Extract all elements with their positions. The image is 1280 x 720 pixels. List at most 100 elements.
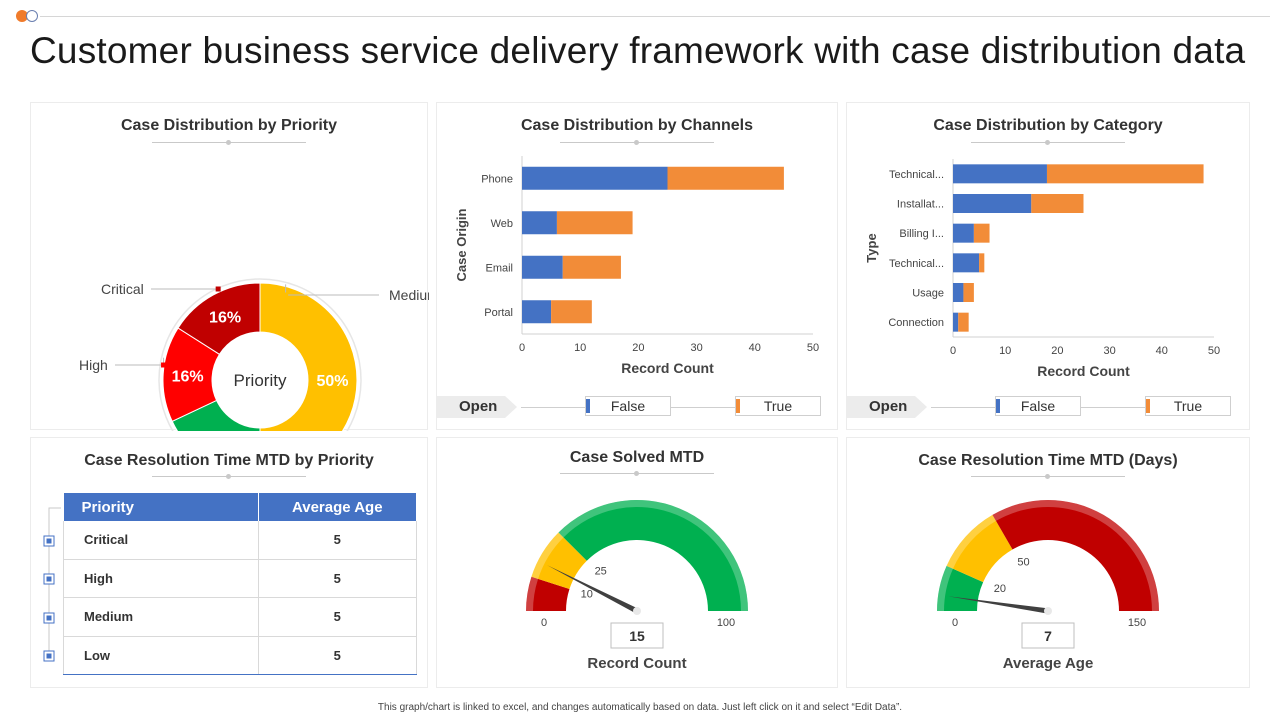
panel-title: Case Resolution Time MTD by Priority [84,452,374,469]
gauge-band-highlight [992,500,1159,611]
gauge-value-box [610,622,664,649]
priority-table: Priority Average Age Critical 5 High 5 Med… [63,493,417,675]
gauge-band-label: 50 [1017,557,1029,569]
open-tag: Open [847,396,927,418]
table-connector [43,507,61,662]
gauge-band-label: 25 [595,566,607,578]
bar-true [973,223,990,243]
orange-dot-icon [16,10,28,22]
category-label: Billing I... [899,228,944,240]
panel-title: Case Solved MTD [569,449,705,466]
bar-false [522,211,557,235]
gauge-max-label: 100 [717,617,735,629]
gauge-band-highlight [946,514,996,569]
title-divider [560,140,714,145]
bar-true [1031,194,1084,213]
panel-resolution-time: Case Resolution Time MTD (Days) 20 50 0 150… [846,437,1250,688]
channels-bar-chart: Phone Web Email Portal 0 10 20 30 40 50 Record Cou… [454,156,819,376]
x-tick-label: 30 [690,342,702,354]
bar-false [953,194,1032,213]
open-tag: Open [437,396,517,418]
legend-connector [521,407,585,408]
legend-label: False [1020,398,1056,414]
gauge-min-label: 0 [541,617,547,629]
callout-label-high: High [79,357,108,373]
panel-title: Case Resolution Time MTD (Days) [918,452,1178,469]
gauge-band-label: 20 [994,583,1006,595]
gauge-value: 7 [1044,628,1052,644]
category-label: Technical... [889,169,944,181]
gauge-min-label: 0 [952,617,958,629]
legend-swatch [996,399,1000,413]
bar-false [953,253,980,273]
x-axis-title: Record Count [621,360,714,376]
x-tick-label: 10 [574,342,586,354]
column-header: Priority [63,493,259,521]
x-tick-label: 0 [519,342,525,354]
x-tick-label: 0 [950,345,956,357]
category-label: Email [485,262,513,274]
legend-true[interactable]: True [1145,396,1231,416]
gauge-needle-hub [633,607,641,615]
slice-value-label: 16% [209,309,241,326]
legend: Open False True [847,393,1247,419]
bar-true [556,211,633,235]
legend-swatch [736,399,740,413]
bar-true [551,300,592,324]
top-rule [40,16,1270,17]
panel-channels: Case Distribution by Channels Phone Web Em… [436,102,838,430]
legend-connector [1081,407,1145,408]
bar-true [979,253,985,273]
table-row: High 5 [63,559,417,598]
bar-false [953,283,964,302]
callout-marker [283,292,289,298]
bar-false [522,255,563,279]
gauge-band-highlight [531,532,564,579]
footnote: This graph/chart is linked to excel, and… [377,702,903,713]
bar-false [953,312,959,332]
title-divider [560,471,714,476]
table-row: Medium 5 [63,597,417,637]
gauge-band-highlight [937,565,953,611]
legend-label: False [610,398,646,414]
gauge-band [531,532,587,590]
x-tick-label: 20 [1051,345,1063,357]
age-cell: 5 [258,521,417,560]
panel-title: Case Distribution by Channels [520,117,754,134]
age-cell: 5 [258,636,417,675]
x-tick-label: 40 [1156,345,1168,357]
slice-value-label: 50% [316,373,348,390]
gauge-axis-title: Record Count [587,655,686,672]
donut-outer-ring [158,278,362,431]
bar-true [667,166,784,190]
gauge-band-label: 10 [581,588,593,600]
panel-category: Case Distribution by Category Technical.… [846,102,1250,430]
legend-false[interactable]: False [995,396,1081,416]
category-label: Technical... [889,258,944,270]
category-label: Web [491,218,513,230]
row-bullet-icon [43,612,55,624]
x-tick-label: 50 [1208,345,1220,357]
column-header: Average Age [258,493,417,521]
bar-false [522,300,552,324]
callout-marker [161,362,167,368]
gauge-needle-hub [1044,607,1052,615]
y-axis-title: Case Origin [454,208,469,281]
age-cell: 5 [258,597,417,637]
priority-donut-chart: 50%18%16%16%PriorityMediumLowHighCritica… [79,278,429,431]
bar-false [953,164,1047,184]
donut-slice-medium [259,282,358,431]
age-cell: 5 [258,559,417,598]
legend-false[interactable]: False [585,396,671,416]
legend-connector [931,407,995,408]
legend-true[interactable]: True [735,396,821,416]
x-tick-label: 40 [749,342,761,354]
panel-title: Case Distribution by Priority [120,117,338,134]
gauge-value-box [1021,622,1075,649]
priority-cell: Low [63,636,259,675]
x-tick-label: 20 [632,342,644,354]
table-header-row: Priority Average Age [63,493,417,521]
category-label: Installat... [897,199,944,211]
title-divider [152,140,306,145]
slice-value-label: 16% [172,368,204,385]
